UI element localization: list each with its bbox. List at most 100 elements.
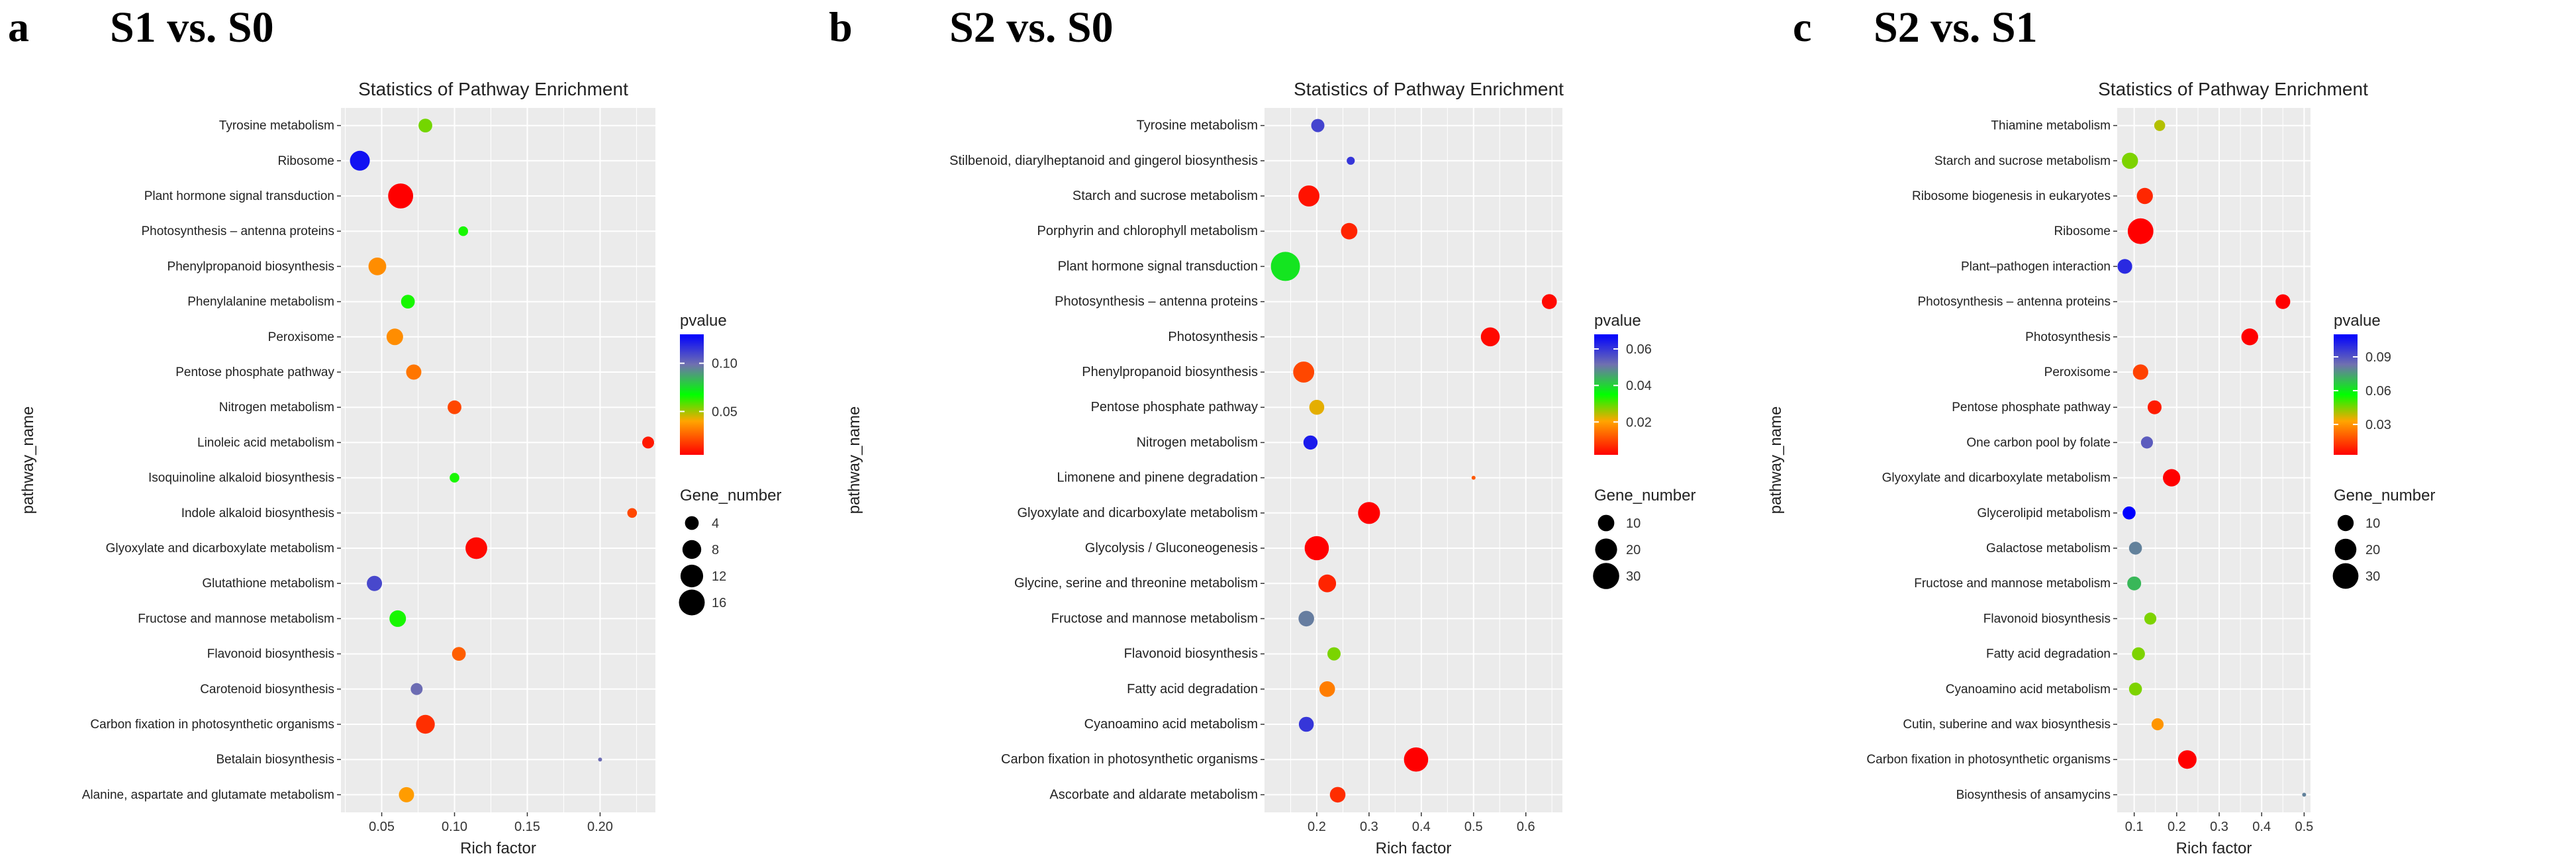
y-tick-label: Phenylalanine metabolism [187, 295, 334, 309]
data-point [1319, 681, 1335, 697]
size-legend-point [2332, 563, 2359, 589]
data-point [2151, 718, 2164, 731]
color-bar-tick-label: 0.09 [2365, 350, 2391, 365]
size-legend-label: 16 [712, 596, 726, 610]
y-axis-label: pathway_name [19, 407, 37, 514]
y-tick-label: Photosynthesis [2025, 330, 2111, 344]
chart-title: Statistics of Pathway Enrichment [358, 79, 628, 99]
y-tick-label: Ascorbate and aldarate metabolism [1049, 787, 1258, 802]
size-legend-point [685, 516, 699, 530]
y-tick-label: Tyrosine metabolism [219, 119, 334, 133]
size-legend-label: 20 [2365, 543, 2380, 557]
data-point [2177, 750, 2197, 769]
x-tick-label: 0.20 [587, 820, 613, 834]
data-point [368, 258, 387, 275]
y-tick-label: Galactose metabolism [1986, 542, 2111, 555]
y-tick-label: Glycerolipid metabolism [1977, 506, 2111, 520]
data-point [1298, 185, 1320, 207]
x-axis-label: Rich factor [2176, 839, 2252, 857]
data-point [1358, 502, 1380, 524]
size-legend-label: 10 [2365, 516, 2380, 531]
data-point [389, 610, 406, 627]
y-tick-label: Betalain biosynthesis [216, 753, 335, 767]
data-point [1341, 222, 1358, 240]
x-tick-label: 0.3 [2210, 820, 2228, 834]
y-tick-label: Ribosome biogenesis in eukaryotes [1912, 189, 2111, 203]
y-tick-label: Glyoxylate and dicarboxylate metabolism [1882, 471, 2111, 485]
data-point [1541, 294, 1557, 309]
size-legend-point [1595, 538, 1617, 561]
x-tick-label: 0.3 [1360, 820, 1378, 834]
y-tick-label: Ribosome [277, 154, 334, 168]
size-legend-point [682, 540, 702, 559]
x-tick-label: 0.10 [442, 820, 467, 834]
y-tick-label: Fatty acid degradation [1986, 647, 2111, 661]
color-bar-tick-label: 0.06 [2365, 384, 2391, 399]
data-point [1309, 399, 1325, 415]
size-legend-point [679, 589, 705, 616]
data-point [399, 787, 414, 802]
legend-title: pvalue [1594, 312, 1641, 330]
color-bar-tick-label: 0.06 [1626, 342, 1652, 357]
size-legend-point [2337, 514, 2354, 532]
data-point [418, 119, 432, 133]
size-legend-label: 30 [1626, 569, 1641, 584]
data-point [465, 537, 487, 559]
panel-letter: c [1793, 3, 1812, 50]
data-point [2154, 120, 2166, 131]
data-point [2275, 294, 2291, 309]
data-point [598, 757, 602, 762]
x-tick-label: 0.4 [2252, 820, 2271, 834]
y-tick-label: Plant hormone signal transduction [144, 189, 334, 203]
y-tick-label: Fructose and mannose metabolism [1051, 611, 1258, 626]
data-point [2132, 647, 2145, 661]
plot-background [341, 108, 655, 812]
bubble-chart-b: Statistics of Pathway Enrichment Tyrosine… [845, 79, 1695, 857]
size-legend-label: 8 [712, 543, 719, 557]
y-tick-label: Photosynthesis [1168, 330, 1258, 344]
panel-c: c S2 vs. S1 Statistics of Pathway Enrich… [1740, 0, 2576, 862]
data-point [1303, 435, 1318, 450]
data-point [2123, 506, 2136, 520]
legend-title: Gene_number [680, 487, 781, 504]
data-point [452, 647, 466, 661]
y-tick-label: Photosynthesis – antenna proteins [141, 224, 334, 238]
color-bar-tick-label: 0.05 [712, 405, 738, 419]
legend-title: Gene_number [2334, 487, 2435, 504]
x-axis-label: Rich factor [1376, 839, 1452, 857]
chart-title: Statistics of Pathway Enrichment [1294, 79, 1564, 99]
data-point [1327, 647, 1341, 661]
legend-title: pvalue [2334, 312, 2381, 330]
y-tick-label: Nitrogen metabolism [219, 401, 334, 414]
data-point [1298, 716, 1314, 732]
color-bar-tick-label: 0.03 [2365, 418, 2391, 432]
data-point [386, 328, 403, 346]
y-tick-label: Ribosome [2054, 224, 2111, 238]
data-point [2163, 469, 2181, 487]
y-tick-label: Thiamine metabolism [1991, 119, 2111, 133]
y-tick-label: Cutin, suberine and wax biosynthesis [1903, 718, 2111, 732]
color-bar-tick-label: 0.04 [1626, 379, 1652, 393]
data-point [367, 575, 383, 591]
size-legend-point [2334, 538, 2357, 561]
x-tick-label: 0.15 [514, 820, 540, 834]
y-tick-label: Phenylpropanoid biosynthesis [1082, 365, 1258, 379]
x-tick-label: 0.1 [2125, 820, 2144, 834]
data-point [401, 295, 415, 309]
y-tick-label: Pentose phosphate pathway [1091, 400, 1258, 414]
bubble-chart-a: Statistics of Pathway Enrichment Tyrosine… [19, 79, 781, 857]
y-tick-label: Stilbenoid, diarylheptanoid and gingerol… [949, 154, 1258, 168]
y-tick-label: Photosynthesis – antenna proteins [1917, 295, 2111, 309]
data-point [2241, 328, 2258, 346]
y-tick-label: Carbon fixation in photosynthetic organi… [1866, 753, 2111, 767]
y-tick-label: Starch and sucrose metabolism [1934, 154, 2111, 168]
panel-letter: b [829, 3, 853, 50]
color-bar-tick-label: 0.02 [1626, 415, 1652, 430]
data-point [2144, 612, 2157, 625]
size-legend-point [1593, 563, 1619, 589]
panel-heading: S2 vs. S0 [949, 3, 1114, 52]
data-point [2140, 436, 2154, 449]
panel-heading: S1 vs. S0 [110, 3, 274, 52]
chart-title: Statistics of Pathway Enrichment [2098, 79, 2368, 99]
y-tick-label: Fructose and mannose metabolism [1914, 577, 2111, 591]
